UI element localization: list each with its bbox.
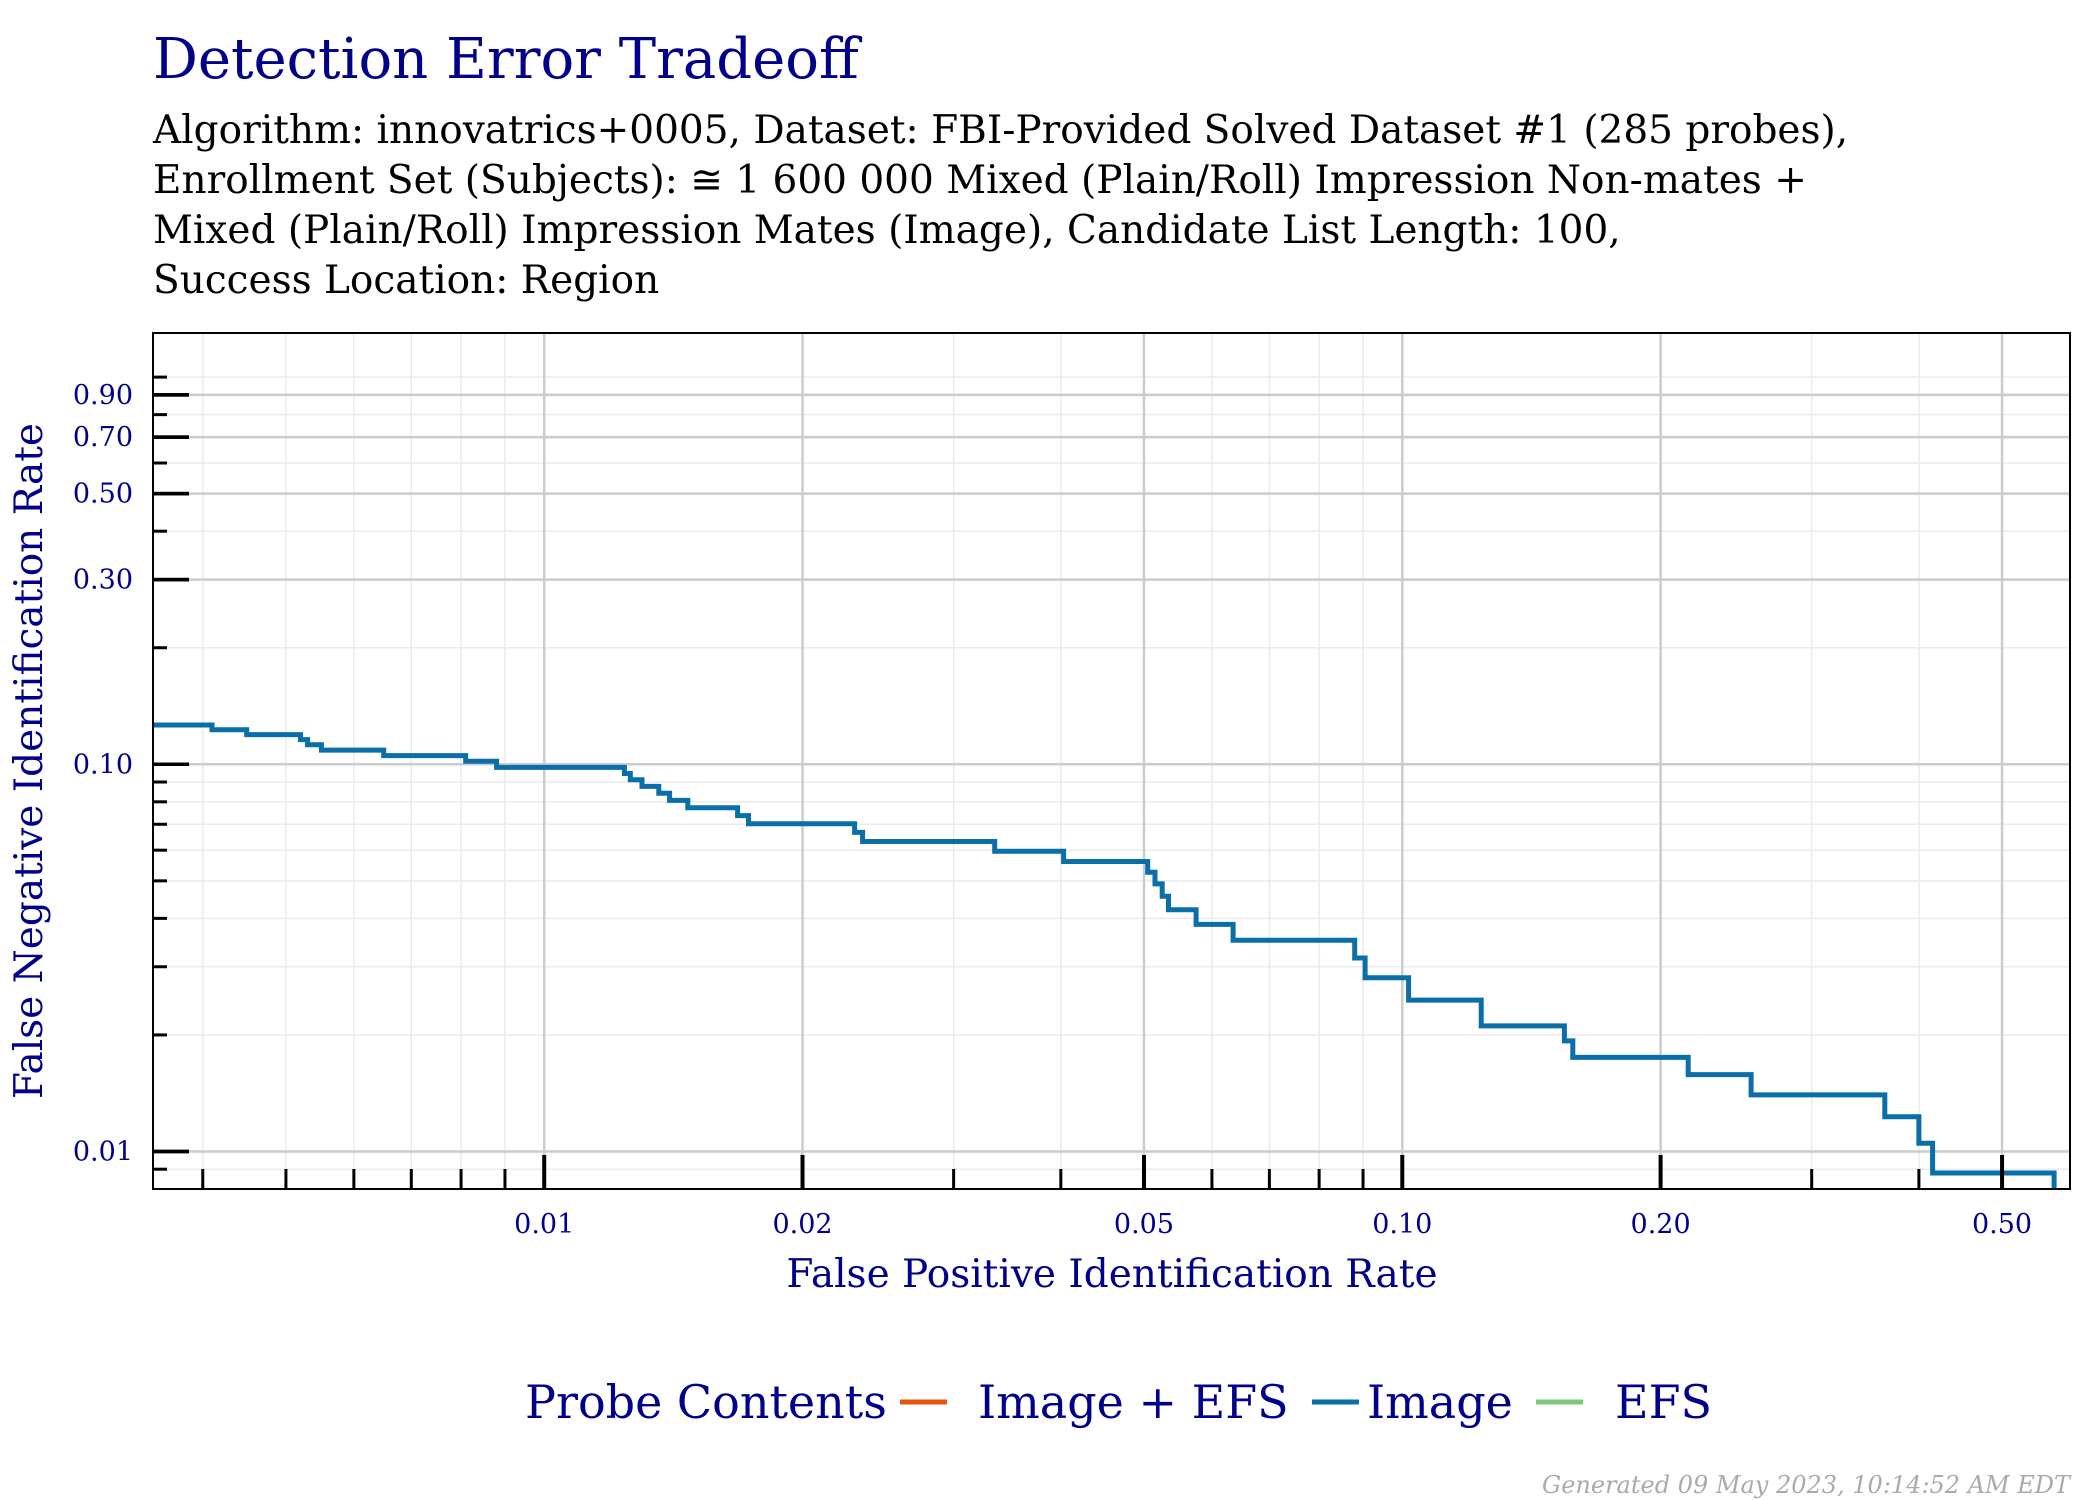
subtitle-line-2: Enrollment Set (Subjects): ≅ 1 600 000 M… <box>153 158 1807 203</box>
subtitle-line-4: Success Location: Region <box>153 258 659 303</box>
legend: Probe Contents Image + EFS Image EFS <box>525 1375 1712 1429</box>
x-tick-label: 0.01 <box>514 1209 574 1240</box>
series-layer <box>153 722 2057 1189</box>
legend-label-image-efs: Image + EFS <box>978 1375 1289 1429</box>
y-axis-title: False Negative Identification Rate <box>7 423 52 1099</box>
series-line-image <box>153 722 2057 1189</box>
legend-label-efs: EFS <box>1615 1375 1712 1429</box>
x-axis-title: False Positive Identification Rate <box>786 1252 1437 1297</box>
x-tick-label: 0.10 <box>1372 1209 1432 1240</box>
x-tick-label: 0.02 <box>772 1209 832 1240</box>
chart-title: Detection Error Tradeoff <box>153 27 863 92</box>
y-tick-labels: 0.01 0.10 0.30 0.50 0.70 0.90 <box>73 380 133 1168</box>
subtitle-line-1: Algorithm: innovatrics+0005, Dataset: FB… <box>152 108 1848 153</box>
y-tick-label: 0.70 <box>73 422 133 453</box>
y-tick-label: 0.50 <box>73 479 133 510</box>
y-tick-label: 0.10 <box>73 749 133 780</box>
y-tick-label: 0.01 <box>73 1136 133 1167</box>
generated-timestamp: Generated 09 May 2023, 10:14:52 AM EDT <box>1542 1471 2072 1499</box>
legend-title: Probe Contents <box>525 1375 887 1429</box>
x-tick-label: 0.05 <box>1114 1209 1174 1240</box>
axis-ticks <box>153 375 2005 1189</box>
y-tick-label: 0.90 <box>73 380 133 411</box>
x-tick-labels: 0.01 0.02 0.05 0.10 0.20 0.50 <box>514 1209 2032 1240</box>
x-tick-label: 0.50 <box>1972 1209 2032 1240</box>
plot-border <box>152 332 2071 1190</box>
y-tick-label: 0.30 <box>73 565 133 596</box>
grid <box>153 333 2070 1189</box>
x-tick-label: 0.20 <box>1631 1209 1691 1240</box>
legend-label-image: Image <box>1367 1375 1513 1429</box>
subtitle-line-3: Mixed (Plain/Roll) Impression Mates (Ima… <box>153 208 1621 253</box>
